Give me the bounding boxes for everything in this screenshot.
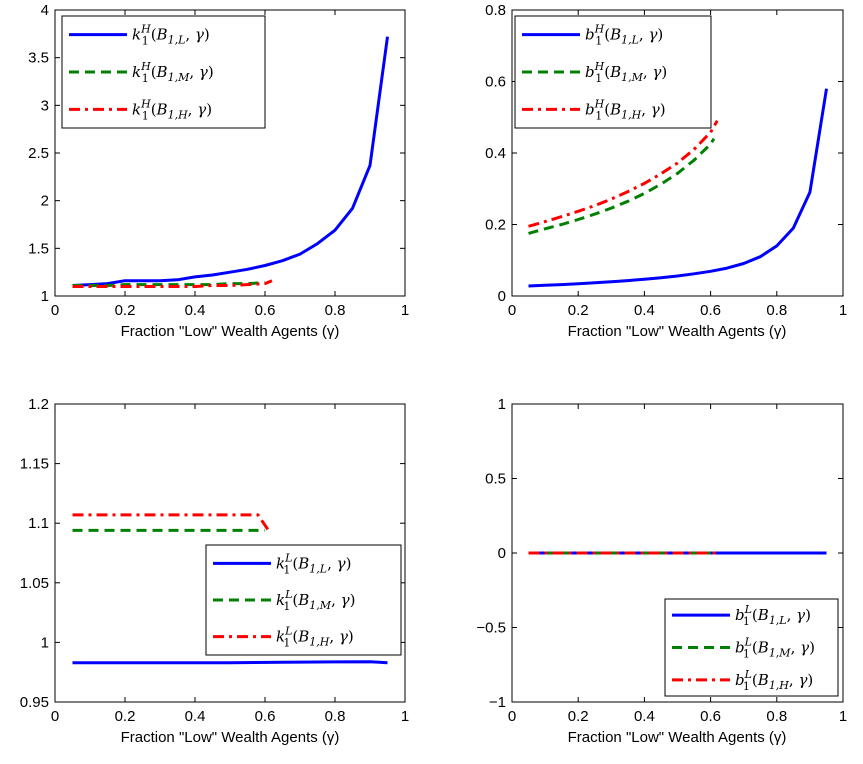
series-line-2 — [528, 137, 716, 235]
x-axis: 0 0.2 0.4 0.6 0.8 1 — [51, 10, 409, 319]
x-tick-label: 0.4 — [634, 708, 655, 725]
x-tick-label: 0.2 — [568, 302, 589, 319]
y-tick-label: 0 — [498, 288, 506, 305]
x-tick-label: 0 — [51, 302, 59, 319]
y-tick-label: 3.5 — [28, 50, 49, 67]
y-tick-label: 0.8 — [485, 2, 506, 19]
series-line-3 — [528, 120, 719, 228]
series-line-1 — [72, 36, 389, 287]
x-tick-label: 0 — [508, 708, 516, 725]
y-tick-label: 3 — [41, 97, 49, 114]
legend-entry: kL 1 (B1,M, γ) — [276, 588, 355, 613]
x-tick-label: 0.2 — [115, 302, 136, 319]
x-tick-label: 0.2 — [115, 708, 136, 725]
panel-b1L: 0 0.2 0.4 0.6 0.8 1 −1 −0.5 0 0.5 1 Fraction "Low… — [476, 396, 847, 746]
y-axis: 0.95 1 1.05 1.1 1.15 1.2 — [20, 396, 405, 711]
legend-entry: bL 1 (B1,L, γ) — [735, 603, 811, 628]
y-tick-label: 0.6 — [485, 74, 506, 91]
x-tick-label: 0 — [508, 302, 516, 319]
x-axis-label: Fraction "Low" Wealth Agents (γ) — [121, 729, 340, 746]
x-tick-label: 0.4 — [185, 708, 206, 725]
y-tick-label: 1 — [41, 288, 49, 305]
x-tick-label: 0.6 — [255, 302, 276, 319]
series-group — [72, 36, 389, 288]
x-tick-label: 0.8 — [325, 708, 346, 725]
y-tick-label: 1 — [498, 396, 506, 413]
panel-b1H: 0 0.2 0.4 0.6 0.8 1 0 0.2 0.4 0.6 0.8 Fraction "L… — [485, 2, 847, 340]
series-group — [528, 88, 828, 288]
x-axis-label: Fraction "Low" Wealth Agents (γ) — [568, 729, 787, 746]
x-tick-label: 1 — [839, 708, 847, 725]
x-tick-label: 0.8 — [325, 302, 346, 319]
y-tick-label: 2 — [41, 193, 49, 210]
y-tick-label: 1.5 — [28, 240, 49, 257]
x-tick-label: 0.6 — [700, 302, 721, 319]
x-tick-label: 0.6 — [255, 708, 276, 725]
y-tick-label: −0.5 — [476, 620, 506, 637]
x-axis: 0 0.2 0.4 0.6 0.8 1 — [51, 404, 409, 725]
series-group — [72, 513, 388, 665]
legend-entry: bH 1 (B1,L, γ) — [585, 23, 663, 48]
panel-k1L: 0 0.2 0.4 0.6 0.8 1 0.95 1 1.05 1.1 1.15 1.2 Fract… — [20, 396, 409, 746]
x-tick-label: 0.8 — [766, 708, 787, 725]
y-tick-label: 1.1 — [28, 515, 49, 532]
x-axis: 0 0.2 0.4 0.6 0.8 1 — [508, 404, 847, 725]
y-tick-label: 4 — [41, 2, 49, 19]
legend-entry: bH 1 (B1,H, γ) — [585, 97, 666, 122]
y-axis: 1 1.5 2 2.5 3 3.5 4 — [28, 2, 405, 305]
legend-entry: kH 1 (B1,L, γ) — [132, 23, 210, 48]
series-line-1 — [528, 88, 828, 288]
y-tick-label: 0.4 — [485, 145, 506, 162]
x-tick-label: 0.2 — [568, 708, 589, 725]
y-tick-label: 1 — [41, 634, 49, 651]
legend: kH 1 (B1,L, γ) kH 1 (B1,M, γ) kH 1 (B1,H, γ) — [61, 15, 266, 129]
x-tick-label: 0 — [51, 708, 59, 725]
x-tick-label: 0.6 — [700, 708, 721, 725]
y-axis: 0 0.2 0.4 0.6 0.8 — [485, 2, 843, 305]
legend-entry: kL 1 (B1,H, γ) — [276, 625, 354, 650]
series-line-3 — [72, 513, 270, 532]
y-tick-label: 1.05 — [20, 575, 49, 592]
x-axis-label: Fraction "Low" Wealth Agents (γ) — [568, 323, 787, 340]
y-tick-label: 0.95 — [20, 694, 49, 711]
legend-entry: kH 1 (B1,M, γ) — [132, 60, 214, 85]
series-line-3 — [72, 279, 273, 288]
y-tick-label: 0.2 — [485, 217, 506, 234]
legend-entry: bH 1 (B1,M, γ) — [585, 60, 667, 85]
legend-entry: kL 1 (B1,L, γ) — [276, 551, 351, 576]
legend-entry: bL 1 (B1,H, γ) — [735, 668, 813, 693]
x-tick-label: 0.4 — [185, 302, 206, 319]
y-tick-label: 2.5 — [28, 145, 49, 162]
y-tick-label: 1.15 — [20, 456, 49, 473]
legend: bL 1 (B1,L, γ) bL 1 (B1,M, γ) bL 1 (B1,H, γ) — [664, 598, 839, 697]
y-tick-label: 1.2 — [28, 396, 49, 413]
x-axis: 0 0.2 0.4 0.6 0.8 1 — [508, 10, 847, 319]
panel-k1H: 0 0.2 0.4 0.6 0.8 1 1 1.5 2 2.5 3 3.5 4 Fraction "L… — [28, 2, 409, 340]
x-tick-label: 1 — [401, 708, 409, 725]
legend: bH 1 (B1,L, γ) bH 1 (B1,M, γ) bH 1 (B1,H, γ) — [514, 15, 712, 129]
y-tick-label: 0.5 — [485, 471, 506, 488]
legend-entry: kH 1 (B1,H, γ) — [132, 97, 212, 122]
y-tick-label: −1 — [489, 694, 506, 711]
x-tick-label: 1 — [401, 302, 409, 319]
legend: kL 1 (B1,L, γ) kL 1 (B1,M, γ) kL 1 (B1,H, γ) — [205, 544, 402, 656]
y-tick-label: 0 — [498, 545, 506, 562]
series-line-1 — [72, 660, 388, 665]
y-axis: −1 −0.5 0 0.5 1 — [476, 396, 843, 711]
x-tick-label: 0.4 — [634, 302, 655, 319]
x-axis-label: Fraction "Low" Wealth Agents (γ) — [121, 323, 340, 340]
legend-entry: bL 1 (B1,M, γ) — [735, 636, 815, 661]
x-tick-label: 0.8 — [766, 302, 787, 319]
x-tick-label: 1 — [839, 302, 847, 319]
